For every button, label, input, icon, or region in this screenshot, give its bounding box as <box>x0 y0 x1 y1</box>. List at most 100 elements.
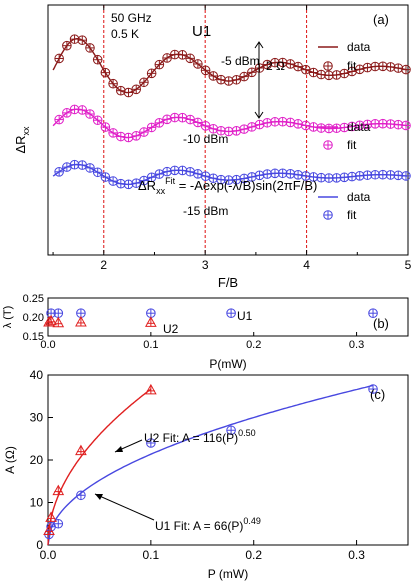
a-data-point-1 <box>378 61 388 72</box>
c-point-U2 <box>45 511 57 522</box>
a-data-point-1 <box>77 35 88 45</box>
a-data-point-2 <box>146 122 157 133</box>
b-point-U2 <box>52 316 65 328</box>
a-data-point-1 <box>85 43 95 53</box>
u1-fit-arrow-line <box>94 493 155 521</box>
a-data-point-3 <box>277 168 288 179</box>
power-label-2: -10 dBm <box>183 132 228 146</box>
c-ytick-label-40: 40 <box>30 368 44 382</box>
a-data-point-3 <box>293 169 303 180</box>
panel-a-frame <box>47 4 409 256</box>
b-point-U1 <box>146 308 156 319</box>
a-data-point-2 <box>393 119 404 130</box>
panel-a-xlabel: F/B <box>218 275 238 290</box>
c-xtick-label-0.2: 0.2 <box>245 548 262 562</box>
a-data-point-1 <box>262 59 273 70</box>
a-data-point-1 <box>139 77 149 88</box>
c-ytick-label-30: 30 <box>30 411 44 425</box>
legend-3-fit: fit <box>347 208 357 222</box>
a-data-point-1 <box>385 62 396 72</box>
b-ytick-label-0.25: 0.25 <box>23 293 44 305</box>
a-data-point-2 <box>116 131 126 142</box>
a-data-point-3 <box>116 178 126 189</box>
a-data-point-2 <box>339 122 350 133</box>
sample-label: U1 <box>192 23 211 40</box>
a-data-point-1 <box>69 34 80 44</box>
c-point-U1 <box>368 384 378 394</box>
a-data-point-1 <box>277 57 288 68</box>
a-data-point-2 <box>347 121 357 132</box>
a-data-point-2 <box>401 120 411 131</box>
legend-1-fit-marker <box>323 61 333 71</box>
c-point-U1 <box>146 438 156 448</box>
panel-a-ylabel: ΔRxx <box>13 126 31 154</box>
a-data-point-1 <box>131 84 142 95</box>
a-data-point-2 <box>285 117 296 128</box>
a-data-point-1 <box>116 85 126 96</box>
a-data-point-1 <box>185 53 195 64</box>
a-data-point-1 <box>216 74 226 85</box>
legend-1: data fit <box>318 40 371 73</box>
a-data-point-2 <box>254 119 265 130</box>
a-data-point-1 <box>54 53 64 64</box>
c-point-U2 <box>75 444 87 456</box>
a-data-point-1 <box>146 68 157 79</box>
u1-fit-label: U1 Fit: A = 66(P)0.49 <box>155 516 261 533</box>
a-data-point-1 <box>208 71 219 81</box>
a-data-point-1 <box>401 64 411 75</box>
a-data-point-1 <box>177 50 188 60</box>
a-data-point-2 <box>362 119 373 130</box>
a-xtick-label-3: 3 <box>202 258 209 272</box>
legend-1-marker <box>323 61 333 71</box>
a-data-point-3 <box>231 174 242 185</box>
legend-2-marker <box>323 140 333 150</box>
c-fit-curve-U1 <box>47 384 374 546</box>
power-label-1: -5 dBm <box>221 54 260 68</box>
scale-label: 2 Ω <box>266 59 285 73</box>
panel-b-u1-label: U1 <box>237 309 253 323</box>
a-data-point-3 <box>254 170 265 181</box>
b-xtick-label-0.3: 0.3 <box>349 339 364 351</box>
a-data-point-3 <box>239 173 249 184</box>
c-fit-curve-U2 <box>47 388 152 546</box>
a-data-point-3 <box>393 170 404 181</box>
b-point-U2 <box>75 315 87 327</box>
legend-3-fit-marker <box>323 210 333 220</box>
a-data-point-2 <box>85 109 95 119</box>
panel-a-tag: (a) <box>373 12 389 27</box>
b-xtick-label-0.1: 0.1 <box>143 339 158 351</box>
a-data-point-3 <box>347 171 357 182</box>
a-data-point-1 <box>108 78 118 89</box>
b-point-U1 <box>368 308 378 319</box>
a-data-point-3 <box>300 171 311 181</box>
c-point-U2 <box>43 524 55 536</box>
panel-b-ylabel: λ (T) <box>2 306 14 329</box>
a-data-point-2 <box>223 126 234 137</box>
a-data-point-1 <box>308 67 319 78</box>
a-data-point-2 <box>92 115 103 126</box>
a-data-point-2 <box>385 119 396 129</box>
a-data-point-1 <box>339 68 350 79</box>
a-data-point-1 <box>193 59 203 69</box>
a-data-point-1 <box>239 71 249 82</box>
b-xtick-label-0.2: 0.2 <box>246 339 261 351</box>
a-data-point-3 <box>85 163 95 173</box>
a-data-point-2 <box>162 114 172 125</box>
legend-1-data: data <box>347 40 371 54</box>
legend-3-data: data <box>347 190 371 204</box>
c-ytick-label-20: 20 <box>30 453 44 467</box>
u2-fit-arrowhead <box>115 446 123 452</box>
a-xtick-label-4: 4 <box>303 258 310 272</box>
a-data-point-1 <box>223 76 234 86</box>
panel-b-xlabel: P(mW) <box>209 357 246 371</box>
svg-text:ΔRxx: ΔRxx <box>13 126 31 154</box>
a-data-point-2 <box>77 105 88 115</box>
freq-label: 50 GHz <box>111 11 152 25</box>
c-xtick-label-0: 0.0 <box>40 548 57 562</box>
a-data-point-3 <box>54 167 64 177</box>
panel-b-tag: (b) <box>373 316 389 331</box>
b-ytick-label-0.15: 0.15 <box>23 331 44 343</box>
a-data-point-2 <box>331 123 342 134</box>
a-data-point-2 <box>131 131 142 141</box>
a-data-point-1 <box>393 63 404 73</box>
